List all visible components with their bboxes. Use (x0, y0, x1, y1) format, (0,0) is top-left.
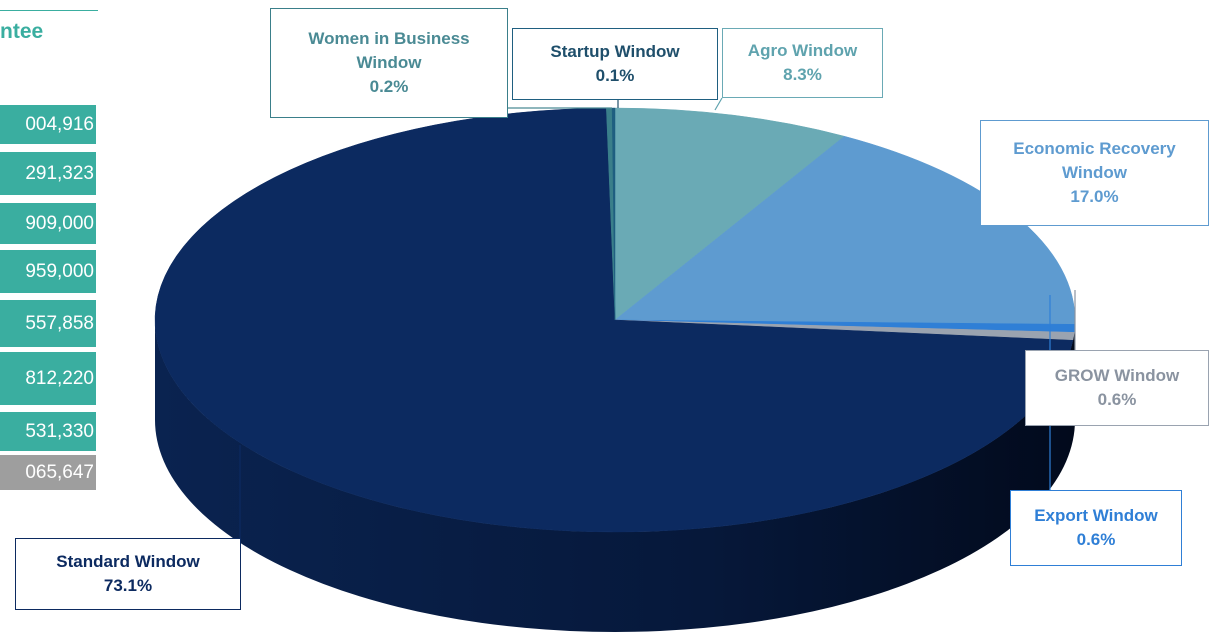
table-cell: 812,220 (0, 352, 96, 406)
data-label: Startup Window 0.1% (512, 28, 718, 100)
label-name: Export Window (1034, 506, 1158, 526)
label-value: 0.6% (1097, 390, 1137, 409)
pie-slice (611, 107, 616, 321)
label-value: 0.6% (1076, 530, 1116, 549)
data-label: Economic Recovery Window 17.0% (980, 120, 1209, 226)
label-name: Agro Window (747, 41, 858, 61)
table-cell: 065,647 (0, 455, 96, 491)
label-value: 17.0% (1070, 186, 1119, 206)
leader-line (714, 97, 723, 111)
table-cell: 557,858 (0, 300, 96, 348)
table-cell: 291,323 (0, 152, 96, 196)
header-rule (0, 10, 98, 11)
pie-slice (614, 107, 845, 321)
label-name: Standard Window (56, 552, 200, 572)
table-cell: 909,000 (0, 203, 96, 245)
data-label: Women in Business Window 0.2% (270, 8, 508, 118)
table-cell: 531,330 (0, 412, 96, 452)
label-value: 8.3% (783, 65, 822, 84)
label-name: Women in Business Window (308, 29, 470, 73)
table-cell: 959,000 (0, 250, 96, 294)
label-name: Economic Recovery Window (1013, 139, 1176, 183)
label-value: 0.1% (595, 66, 635, 85)
label-value: 73.1% (103, 576, 153, 595)
label-value: 0.2% (369, 76, 409, 96)
label-name: Startup Window (550, 42, 680, 62)
pie-slice (154, 107, 1074, 533)
data-label: Export Window 0.6% (1010, 490, 1182, 566)
data-label: GROW Window 0.6% (1025, 350, 1209, 426)
table-header: ntee (0, 20, 44, 43)
data-label: Standard Window 73.1% (15, 538, 241, 610)
data-label: Agro Window 8.3% (722, 28, 883, 98)
table-cell: 004,916 (0, 105, 96, 145)
label-name: GROW Window (1054, 366, 1180, 386)
pie-side (155, 320, 1075, 632)
